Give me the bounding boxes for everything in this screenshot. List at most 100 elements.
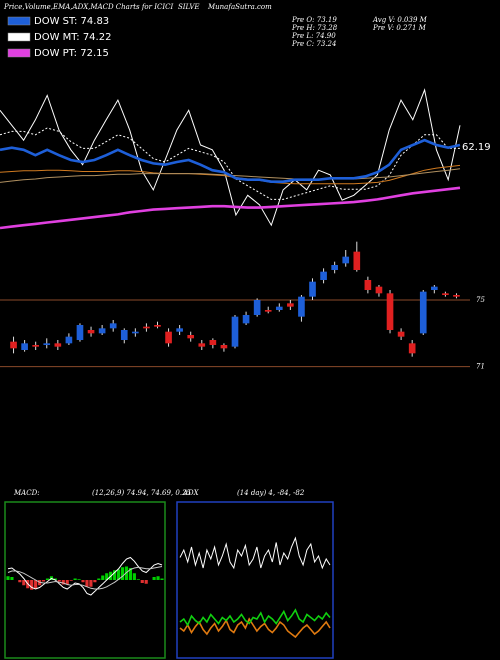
candle-body — [442, 293, 449, 295]
histogram-bar — [105, 573, 109, 580]
candle-body — [21, 343, 28, 350]
legend-swatch — [7, 32, 31, 42]
histogram-bar — [34, 580, 38, 589]
candle-body — [109, 323, 117, 329]
candle-body — [220, 345, 228, 349]
histogram-bar — [140, 580, 144, 583]
candle-body — [231, 316, 239, 347]
candle-body — [264, 310, 272, 312]
panel-frame — [176, 501, 334, 659]
histogram-bar — [160, 578, 164, 580]
histogram-bar — [18, 580, 22, 583]
candle-body — [397, 331, 405, 337]
candle-body — [320, 271, 327, 280]
candle-body — [364, 280, 372, 290]
histogram-bar — [65, 580, 69, 585]
series-line — [179, 536, 331, 570]
stat: Pre V: 0.271 M — [372, 24, 427, 32]
candle-body — [430, 286, 438, 290]
legend-label: DOW MT: 74.22 — [34, 32, 111, 43]
histogram-bar — [132, 573, 136, 580]
legend-swatch — [7, 48, 31, 58]
candle-body — [98, 328, 106, 334]
histogram-bar — [93, 580, 97, 583]
candle-body — [10, 341, 17, 349]
histogram-bar — [22, 580, 26, 586]
histogram-bar — [73, 578, 77, 580]
histogram-bar — [136, 579, 140, 580]
stat: Pre O: 73.19 — [291, 16, 337, 24]
candle-body — [298, 296, 305, 317]
histogram-bar — [89, 580, 93, 587]
candle-body — [32, 345, 40, 347]
candle-body — [198, 343, 206, 347]
candle-body — [331, 265, 338, 270]
candle-body — [419, 291, 427, 334]
candle-body — [253, 300, 261, 315]
candle-body — [176, 328, 183, 332]
histogram-bar — [152, 577, 156, 580]
histogram-bar — [101, 575, 105, 580]
series-line — [0, 127, 460, 200]
candle-body — [87, 330, 95, 334]
histogram-bar — [144, 580, 148, 584]
stat: Pre C: 73.24 — [291, 40, 336, 48]
histogram-bar — [116, 569, 121, 580]
candle-body — [209, 340, 217, 345]
panel-params: (14 day) 4, -84, -82 — [237, 489, 305, 497]
candle-body — [242, 315, 250, 324]
site: MunafaSutra.com — [207, 3, 272, 11]
page-title: Price,Volume,EMA,ADX,MACD Charts for ICI… — [3, 3, 173, 11]
histogram-bar — [113, 570, 117, 580]
symbol: SILVE — [178, 3, 200, 11]
candle-body — [132, 331, 139, 334]
candle-body — [386, 293, 394, 330]
candle-body — [375, 286, 383, 294]
candle-body — [43, 343, 51, 345]
histogram-bar — [77, 579, 81, 580]
histogram-bar — [85, 580, 89, 587]
panel-title: ADX — [182, 489, 200, 497]
candle-body — [309, 281, 316, 297]
stat: Pre H: 73.28 — [291, 24, 338, 32]
candle-body — [408, 343, 416, 354]
candle-body — [165, 331, 172, 344]
candle-body — [287, 303, 294, 307]
series-line — [0, 186, 461, 230]
series-line — [0, 138, 461, 183]
candle-body — [120, 330, 128, 340]
candle-body — [453, 295, 460, 297]
histogram-bar — [57, 580, 61, 582]
histogram-bar — [69, 580, 73, 581]
candle-body — [187, 335, 195, 339]
candle-body — [54, 343, 62, 347]
histogram-bar — [97, 578, 101, 580]
histogram-bar — [120, 567, 125, 580]
series-line — [0, 88, 461, 227]
panel-params: (12,26,9) 74.94, 74.69, 0.25 — [92, 489, 192, 497]
histogram-bar — [45, 578, 50, 580]
series-line — [179, 617, 331, 639]
histogram-bar — [156, 576, 160, 580]
candle-body — [65, 336, 73, 344]
histogram-bar — [10, 577, 14, 580]
candle-body — [275, 306, 283, 310]
legend-label: DOW PT: 72.15 — [34, 48, 109, 59]
series-line — [179, 608, 331, 627]
histogram-bar — [124, 566, 129, 580]
candle-body — [76, 325, 84, 340]
candle-body — [342, 256, 350, 264]
stat: Avg V: 0.039 M — [372, 16, 428, 24]
legend-swatch — [7, 16, 31, 26]
stat: Pre L: 74.90 — [291, 32, 336, 40]
candle-body — [143, 326, 150, 329]
series-line — [7, 566, 163, 590]
y-tick-label: 71 — [476, 363, 485, 371]
panel-title: MACD: — [13, 489, 40, 497]
histogram-bar — [41, 580, 46, 582]
candle-body — [154, 325, 161, 327]
legend-label: DOW ST: 74.83 — [34, 16, 109, 27]
series-line — [7, 556, 163, 596]
